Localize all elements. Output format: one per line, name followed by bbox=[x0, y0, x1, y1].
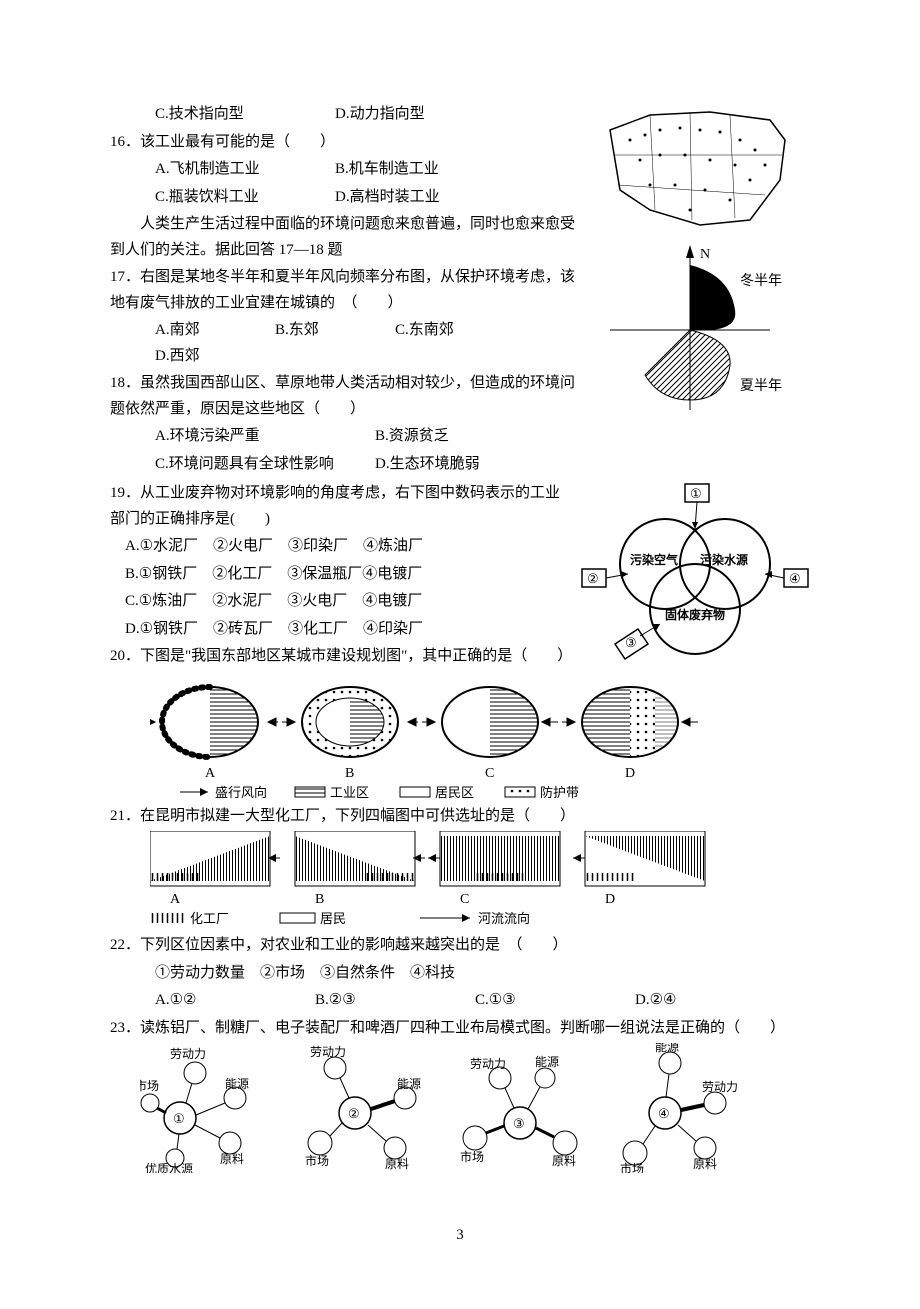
q17-opts: A.南郊 B.东郊 C.东南郊 D.西郊 bbox=[110, 318, 580, 369]
q23-stem: 23．读炼铝厂、制糖厂、电子装配厂和啤酒厂四种工业布局模式图。判断哪一组说法是正… bbox=[110, 1016, 810, 1042]
q18-opt-b: B.资源贫乏 bbox=[375, 424, 449, 450]
q23-n1: ① bbox=[173, 1111, 185, 1126]
q21-stem: 21．在昆明市拟建一大型化工厂，下列四幅图中可供选址的是（ ） bbox=[110, 804, 810, 830]
q23-l1-energy: 能源 bbox=[225, 1077, 249, 1091]
q20-stem: 20．下图是"我国东部地区某城市建设规划图"，其中正确的是（ ） bbox=[110, 644, 570, 670]
q23-n2: ② bbox=[348, 1106, 360, 1121]
q23-l3-energy: 能源 bbox=[535, 1055, 559, 1069]
q17-opt-a: A.南郊 bbox=[155, 318, 275, 344]
q21-figure: A B C D 化工厂 居民 河流流向 bbox=[150, 831, 720, 931]
q19-opt-c: C.①炼油厂 ②水泥厂 ③火电厂 ④电镀厂 bbox=[110, 589, 570, 615]
venn-n3: ③ bbox=[625, 635, 637, 650]
q21-lc: C bbox=[460, 892, 469, 907]
q17-opt-d: D.西郊 bbox=[155, 344, 275, 370]
q20-leg-buf: 防护带 bbox=[540, 785, 579, 800]
wind-rose-figure: N 冬半年 夏半年 bbox=[590, 240, 800, 420]
q18-opts-row1: A.环境污染严重 B.资源贫乏 bbox=[110, 424, 580, 450]
q17-stem: 17．右图是某地冬半年和夏半年风向频率分布图，从保护环境考虑，该地有废气排放的工… bbox=[110, 265, 580, 316]
q22-stem: 22．下列区位因素中，对农业和工业的影响越来越突出的是 （ ） bbox=[110, 933, 810, 959]
q22-opt-d: D.②④ bbox=[635, 988, 795, 1014]
q22-sub: ①劳动力数量 ②市场 ③自然条件 ④科技 bbox=[110, 961, 810, 987]
q17-opt-c: C.东南郊 bbox=[395, 318, 515, 344]
q15-opt-d: D.动力指向型 bbox=[335, 102, 515, 128]
q21-leg-res: 居民 bbox=[320, 911, 346, 926]
q16-opt-b: B.机车制造工业 bbox=[335, 157, 515, 183]
q20-leg-wind: 盛行风向 bbox=[215, 785, 267, 800]
q23-l4-raw: 原料 bbox=[693, 1157, 717, 1171]
q23-l1-water: 优质水源 bbox=[145, 1162, 193, 1173]
venn-air: 污染空气 bbox=[630, 552, 678, 567]
q22-opts: A.①② B.②③ C.①③ D.②④ bbox=[110, 988, 810, 1014]
q15-opts: C.技术指向型 D.动力指向型 bbox=[110, 102, 580, 128]
winter-label: 冬半年 bbox=[740, 273, 782, 289]
q18-opt-c: C.环境问题具有全球性影响 bbox=[155, 452, 375, 478]
q20-lc: C bbox=[485, 766, 494, 781]
q20-lb: B bbox=[345, 766, 354, 781]
q18-stem: 18．虽然我国西部山区、草原地带人类活动相对较少，但造成的环境问题依然严重，原因… bbox=[110, 371, 580, 422]
q23-l2-market: 市场 bbox=[305, 1153, 329, 1168]
q22-opt-b: B.②③ bbox=[315, 988, 475, 1014]
q20-leg-res: 居民区 bbox=[435, 785, 474, 800]
q18-opt-a: A.环境污染严重 bbox=[155, 424, 375, 450]
q16-opts-row1: A.飞机制造工业 B.机车制造工业 bbox=[110, 157, 580, 183]
q23-l1-labor: 劳动力 bbox=[170, 1047, 206, 1061]
q16-opt-c: C.瓶装饮料工业 bbox=[155, 185, 335, 211]
q23-l3-raw: 原料 bbox=[552, 1154, 576, 1168]
q21-la: A bbox=[170, 892, 181, 907]
q21-ld: D bbox=[605, 892, 615, 907]
q23-n4: ④ bbox=[658, 1106, 670, 1121]
q21-leg-fac: 化工厂 bbox=[190, 911, 229, 926]
q23-figure: ① 劳动力 能源 市场 原料 优质水源 ② 劳动力 能源 市场 原料 ③ bbox=[140, 1043, 760, 1173]
venn-n1: ① bbox=[690, 486, 702, 501]
us-map-figure bbox=[590, 100, 800, 240]
venn-water: 污染水源 bbox=[700, 552, 748, 567]
q20-la: A bbox=[205, 766, 216, 781]
q19-opt-a: A.①水泥厂 ②火电厂 ③印染厂 ④炼油厂 bbox=[110, 534, 570, 560]
venn-n2: ② bbox=[587, 571, 599, 586]
intro-17-18: 人类生产生活过程中面临的环境问题愈来愈普遍，同时也愈来愈受到人们的关注。据此回答… bbox=[110, 212, 580, 263]
q23-l1-market: 市场 bbox=[140, 1078, 159, 1093]
q16-opts-row2: C.瓶装饮料工业 D.高档时装工业 bbox=[110, 185, 580, 211]
q23-l3-labor: 劳动力 bbox=[470, 1057, 506, 1071]
q18-opt-d: D.生态环境脆弱 bbox=[375, 452, 480, 478]
q23-l4-labor: 劳动力 bbox=[702, 1080, 738, 1094]
q22-opt-a: A.①② bbox=[155, 988, 315, 1014]
q23-l4-market: 市场 bbox=[620, 1161, 644, 1173]
q23-l1-raw: 原料 bbox=[220, 1152, 244, 1166]
q21-lb: B bbox=[315, 892, 324, 907]
q19-stem: 19．从工业废弃物对环境影响的角度考虑，右下图中数码表示的工业部门的正确排序是(… bbox=[110, 481, 570, 532]
q20-figure: A B C D 盛行风向 工业区 居民区 防护带 bbox=[150, 672, 710, 802]
q17-opt-b: B.东郊 bbox=[275, 318, 395, 344]
q22-opt-c: C.①③ bbox=[475, 988, 635, 1014]
venn-n4: ④ bbox=[789, 571, 801, 586]
venn-figure: 污染空气 污染水源 固体废弃物 ① ② ④ ③ bbox=[580, 479, 810, 669]
q19-opt-d: D.①钢铁厂 ②砖瓦厂 ③化工厂 ④印染厂 bbox=[110, 617, 570, 643]
q23-l2-labor: 劳动力 bbox=[310, 1045, 346, 1059]
q18-opts-row2: C.环境问题具有全球性影响 D.生态环境脆弱 bbox=[110, 452, 580, 478]
q23-l3-market: 市场 bbox=[460, 1149, 484, 1164]
summer-label: 夏半年 bbox=[740, 378, 782, 394]
q16-stem: 16．该工业最有可能的是（ ） bbox=[110, 130, 580, 156]
page-number: 3 bbox=[110, 1223, 810, 1249]
q16-opt-a: A.飞机制造工业 bbox=[155, 157, 335, 183]
q20-ld: D bbox=[625, 766, 635, 781]
venn-solid: 固体废弃物 bbox=[665, 607, 725, 622]
q23-l4-energy: 能源 bbox=[655, 1043, 679, 1054]
q16-opt-d: D.高档时装工业 bbox=[335, 185, 515, 211]
q19-opt-b: B.①钢铁厂 ②化工厂 ③保温瓶厂④电镀厂 bbox=[110, 562, 570, 588]
q15-opt-c: C.技术指向型 bbox=[155, 102, 335, 128]
q20-leg-ind: 工业区 bbox=[330, 785, 369, 800]
north-label: N bbox=[700, 247, 710, 262]
q21-leg-riv: 河流流向 bbox=[478, 911, 530, 926]
q23-l2-energy: 能源 bbox=[397, 1077, 421, 1091]
q23-n3: ③ bbox=[513, 1116, 525, 1131]
q23-l2-raw: 原料 bbox=[385, 1157, 409, 1171]
